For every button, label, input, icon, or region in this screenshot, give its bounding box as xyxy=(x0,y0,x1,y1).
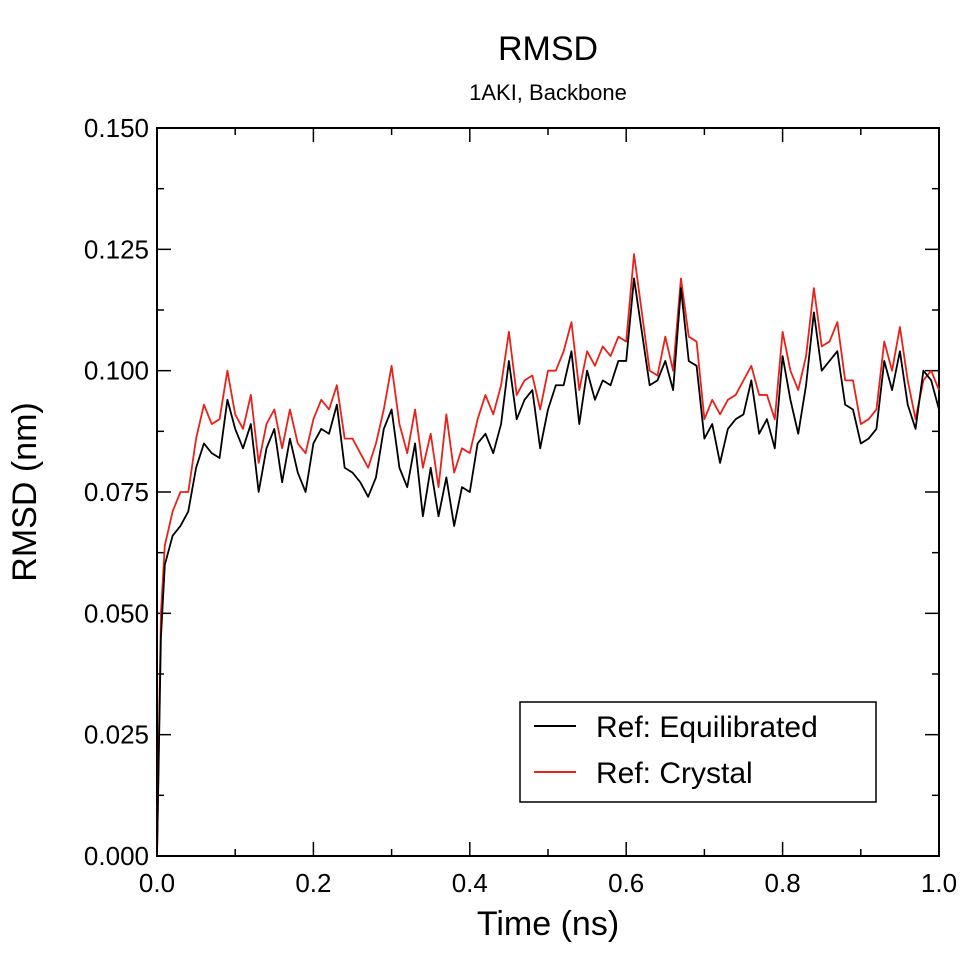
y-tick-label: 0.125 xyxy=(84,234,149,264)
chart-title: RMSD xyxy=(498,30,598,68)
x-tick-labels: 0.0 0.2 0.4 0.6 0.8 1.0 xyxy=(139,868,957,898)
legend-label-crystal: Ref: Crystal xyxy=(596,757,753,790)
x-tick-label: 0.2 xyxy=(295,868,331,898)
legend: Ref: Equilibrated Ref: Crystal xyxy=(519,701,877,803)
x-tick-label: 0.4 xyxy=(452,868,488,898)
y-tick-label: 0.075 xyxy=(84,477,149,507)
series-line-equilibrated xyxy=(156,277,940,857)
legend-label-equilibrated: Ref: Equilibrated xyxy=(596,711,818,744)
y-tick-label: 0.150 xyxy=(84,113,149,143)
y-tick-label: 0.050 xyxy=(84,598,149,628)
y-tick-label: 0.025 xyxy=(84,720,149,750)
y-tick-labels: 0.000 0.025 0.050 0.075 0.100 0.125 0.150 xyxy=(84,113,149,871)
series-layer xyxy=(156,253,940,857)
series-line-crystal xyxy=(156,253,940,857)
y-tick-label: 0.100 xyxy=(84,356,149,386)
x-tick-label: 0.6 xyxy=(608,868,644,898)
ticks-group xyxy=(156,127,940,857)
chart-subtitle: 1AKI, Backbone xyxy=(469,80,627,105)
legend-box xyxy=(519,701,877,803)
x-tick-label: 0.8 xyxy=(765,868,801,898)
plot-area xyxy=(156,127,940,857)
x-tick-label: 1.0 xyxy=(921,868,957,898)
x-tick-label: 0.0 xyxy=(139,868,175,898)
y-tick-label: 0.000 xyxy=(84,841,149,871)
y-axis-label: RMSD (nm) xyxy=(6,402,44,581)
x-axis-label: Time (ns) xyxy=(477,905,619,943)
